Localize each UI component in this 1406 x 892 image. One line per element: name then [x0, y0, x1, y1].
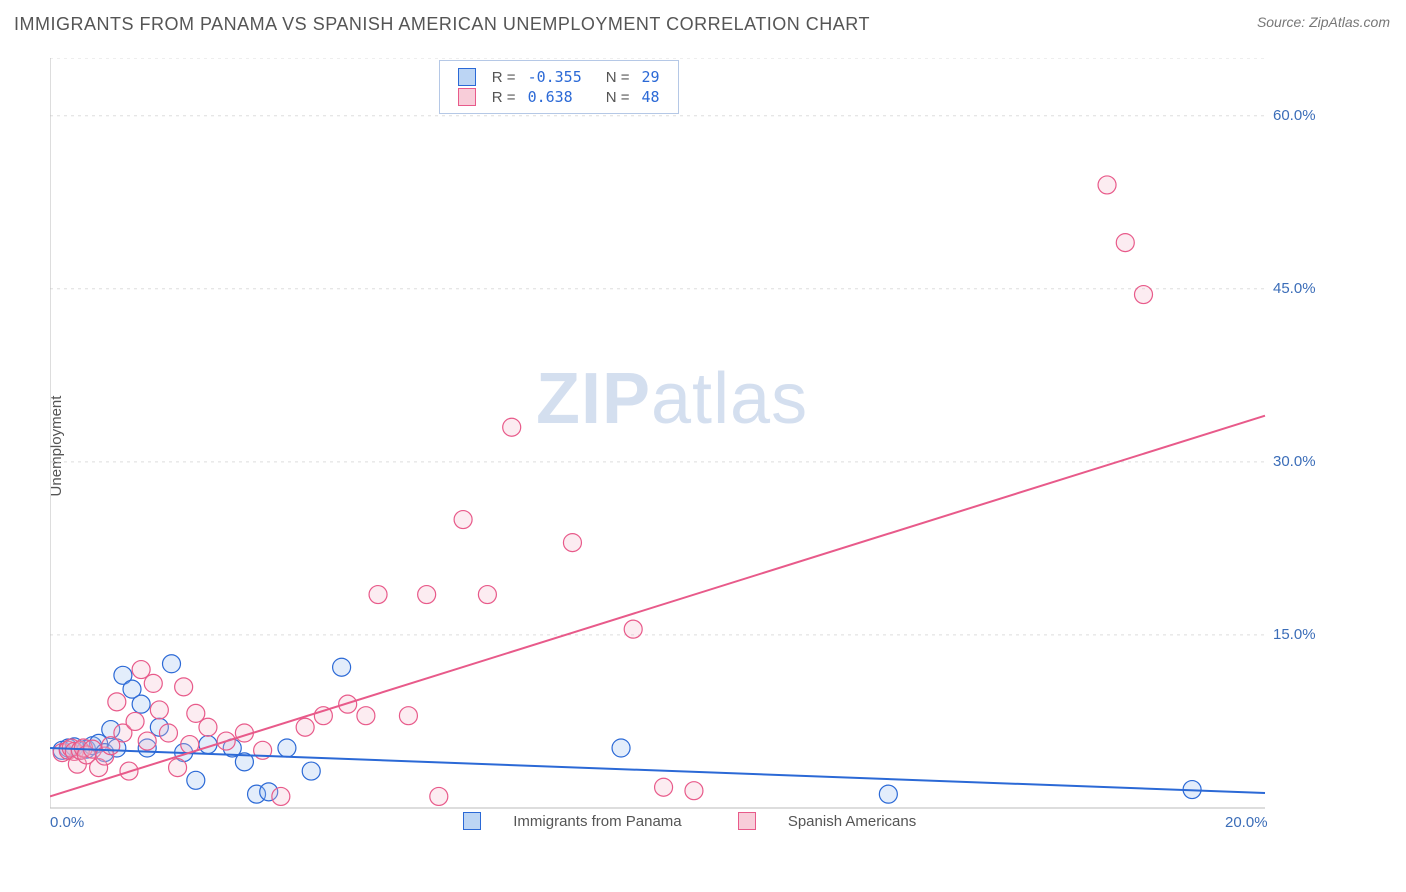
y-tick-label: 60.0%: [1273, 107, 1316, 124]
data-point: [357, 707, 375, 725]
y-tick-label: 15.0%: [1273, 626, 1316, 643]
source-attribution: Source: ZipAtlas.com: [1257, 14, 1390, 30]
data-point: [418, 586, 436, 604]
data-point: [138, 732, 156, 750]
data-point: [144, 674, 162, 692]
legend-r-label: R =: [486, 67, 522, 87]
x-tick-label: 20.0%: [1225, 814, 1268, 831]
data-point: [399, 707, 417, 725]
data-point: [563, 534, 581, 552]
data-point: [108, 693, 126, 711]
data-point: [278, 739, 296, 757]
legend-swatch: [463, 812, 481, 830]
y-tick-label: 30.0%: [1273, 453, 1316, 470]
legend-swatch: [738, 812, 756, 830]
legend-r-value: 0.638: [522, 87, 588, 107]
y-tick-label: 45.0%: [1273, 280, 1316, 297]
data-point: [1116, 234, 1134, 252]
legend-n-value: 29: [636, 67, 666, 87]
legend-item-label: Spanish Americans: [788, 813, 916, 830]
data-point: [187, 771, 205, 789]
data-point: [175, 678, 193, 696]
data-point: [272, 787, 290, 805]
data-point: [199, 718, 217, 736]
data-point: [159, 724, 177, 742]
legend-n-label: N =: [600, 67, 636, 87]
data-point: [655, 778, 673, 796]
legend-n-label: N =: [600, 87, 636, 107]
scatter-chart-svg: [50, 58, 1320, 838]
data-point: [685, 782, 703, 800]
data-point: [430, 787, 448, 805]
data-point: [163, 655, 181, 673]
data-point: [150, 701, 168, 719]
plot-area: ZIPatlas R =-0.355N =29R = 0.638N =48 Im…: [50, 58, 1320, 838]
data-point: [1135, 286, 1153, 304]
data-point: [126, 712, 144, 730]
legend-item: Spanish Americans: [738, 812, 945, 829]
regression-line: [50, 416, 1265, 797]
data-point: [296, 718, 314, 736]
data-point: [333, 658, 351, 676]
legend-item: Immigrants from Panama: [463, 812, 710, 829]
legend-swatch: [458, 88, 476, 106]
legend-n-value: 48: [636, 87, 666, 107]
data-point: [624, 620, 642, 638]
x-tick-label: 0.0%: [50, 814, 84, 831]
chart-title: IMMIGRANTS FROM PANAMA VS SPANISH AMERIC…: [14, 14, 870, 35]
data-point: [169, 759, 187, 777]
data-point: [478, 586, 496, 604]
data-point: [612, 739, 630, 757]
legend-item-label: Immigrants from Panama: [513, 813, 681, 830]
data-point: [454, 511, 472, 529]
data-point: [369, 586, 387, 604]
data-point: [1098, 176, 1116, 194]
data-point: [503, 418, 521, 436]
legend-r-value: -0.355: [522, 67, 588, 87]
chart-container: IMMIGRANTS FROM PANAMA VS SPANISH AMERIC…: [0, 0, 1406, 892]
data-point: [302, 762, 320, 780]
legend-swatch: [458, 68, 476, 86]
series-legend: Immigrants from Panama Spanish Americans: [463, 812, 972, 830]
legend-r-label: R =: [486, 87, 522, 107]
data-point: [879, 785, 897, 803]
data-point: [132, 695, 150, 713]
correlation-legend: R =-0.355 N =29 R = 0.638 N =48: [439, 60, 679, 114]
